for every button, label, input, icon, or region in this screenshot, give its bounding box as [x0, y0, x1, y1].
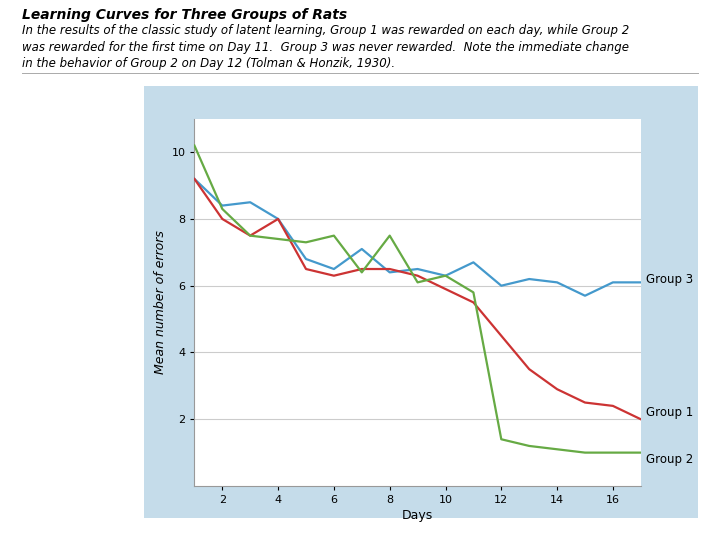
Text: was rewarded for the first time on Day 11.  Group 3 was never rewarded.  Note th: was rewarded for the first time on Day 1…: [22, 40, 629, 53]
Text: In the results of the classic study of latent learning, Group 1 was rewarded on : In the results of the classic study of l…: [22, 24, 629, 37]
Y-axis label: Mean number of errors: Mean number of errors: [154, 231, 167, 374]
Text: in the behavior of Group 2 on Day 12 (Tolman & Honzik, 1930).: in the behavior of Group 2 on Day 12 (To…: [22, 57, 395, 70]
Text: Group 3: Group 3: [647, 273, 693, 286]
Text: Learning Curves for Three Groups of Rats: Learning Curves for Three Groups of Rats: [22, 8, 347, 22]
X-axis label: Days: Days: [402, 509, 433, 522]
Text: Group 1: Group 1: [647, 406, 693, 419]
Text: Group 2: Group 2: [647, 453, 693, 466]
